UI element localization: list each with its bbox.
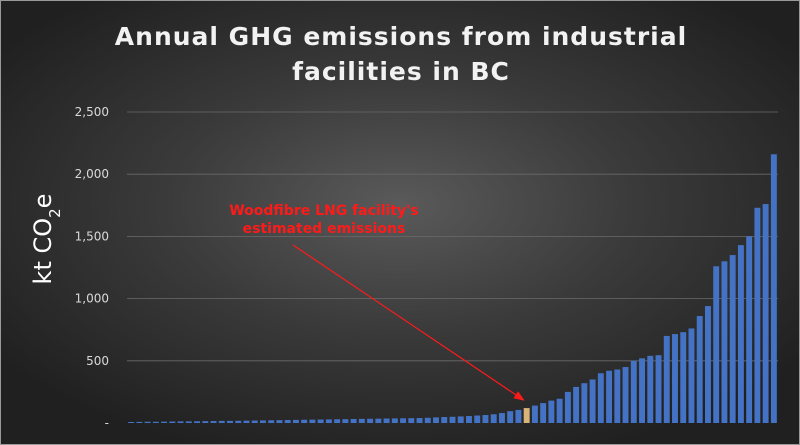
bar	[688, 328, 695, 423]
bar	[704, 306, 711, 423]
bar	[292, 419, 299, 423]
bar	[227, 420, 233, 423]
bar	[457, 416, 464, 423]
annotation-label: estimated emissions	[243, 221, 406, 237]
bar	[770, 154, 777, 424]
bar	[589, 379, 596, 423]
bar	[268, 420, 275, 423]
bar	[342, 419, 349, 423]
bar	[309, 419, 316, 423]
bar	[449, 416, 456, 423]
y-tick-label: 500	[86, 354, 109, 368]
bar	[284, 420, 291, 423]
bar	[548, 400, 555, 423]
y-tick-label: 2,000	[75, 167, 109, 181]
bar	[754, 207, 761, 423]
y-tick-label: 2,500	[75, 105, 109, 119]
bar	[202, 421, 209, 423]
bar	[400, 418, 407, 423]
bar	[243, 420, 250, 423]
bar	[729, 255, 736, 423]
bar	[466, 416, 472, 423]
bar	[507, 411, 514, 423]
bar	[721, 261, 728, 423]
bar	[606, 370, 613, 423]
bar	[194, 421, 201, 423]
bar	[391, 418, 398, 423]
bar	[136, 421, 143, 423]
bar	[358, 418, 365, 423]
bar	[556, 398, 563, 423]
bar	[383, 418, 390, 423]
bar	[128, 422, 135, 423]
bar	[260, 420, 266, 423]
bar	[630, 360, 637, 423]
bar	[581, 383, 588, 423]
bar	[762, 204, 769, 423]
bar	[482, 415, 489, 423]
bar	[490, 414, 497, 423]
bar	[325, 419, 332, 423]
highlighted-bar	[523, 408, 530, 423]
bar	[614, 369, 621, 423]
bar	[334, 419, 341, 423]
bar	[737, 245, 744, 423]
bar	[597, 373, 604, 423]
bar	[177, 421, 184, 423]
y-axis-label: kt CO2e	[29, 194, 64, 285]
bar	[185, 421, 192, 423]
y-tick-label: 1,500	[75, 229, 109, 243]
bar	[696, 316, 703, 423]
bar	[416, 418, 423, 423]
bar	[424, 417, 431, 423]
bar	[317, 419, 324, 423]
bar	[408, 418, 415, 423]
bar	[144, 421, 151, 423]
bar	[350, 419, 357, 423]
bar	[161, 421, 168, 423]
bar	[573, 386, 580, 423]
bar	[441, 417, 448, 423]
bar	[746, 236, 753, 423]
bar	[498, 413, 505, 423]
bar	[210, 421, 217, 423]
bar	[639, 358, 645, 423]
bar	[655, 355, 662, 423]
annotation-arrow	[292, 244, 525, 401]
bar	[276, 420, 283, 423]
bar	[663, 335, 670, 423]
bar	[152, 421, 159, 423]
bar	[474, 415, 481, 423]
bar	[375, 418, 382, 423]
bar	[235, 420, 242, 423]
bar	[672, 334, 678, 423]
bar	[680, 332, 687, 423]
bar	[647, 355, 654, 423]
chart-title: Annual GHG emissions from industrial fac…	[114, 22, 688, 86]
bar	[433, 417, 439, 423]
bar	[622, 367, 629, 423]
bar	[251, 420, 258, 423]
bar	[218, 420, 225, 423]
bar	[515, 409, 522, 423]
y-tick-label: -	[105, 416, 109, 430]
bar	[713, 266, 720, 423]
y-tick-label: 1,000	[75, 292, 109, 306]
bar	[367, 418, 374, 423]
bar	[540, 403, 547, 423]
annotation-label: Woodfibre LNG facility's	[229, 203, 419, 219]
bar	[564, 391, 571, 423]
bar	[301, 419, 308, 423]
bar	[531, 405, 538, 423]
bar	[169, 421, 176, 423]
